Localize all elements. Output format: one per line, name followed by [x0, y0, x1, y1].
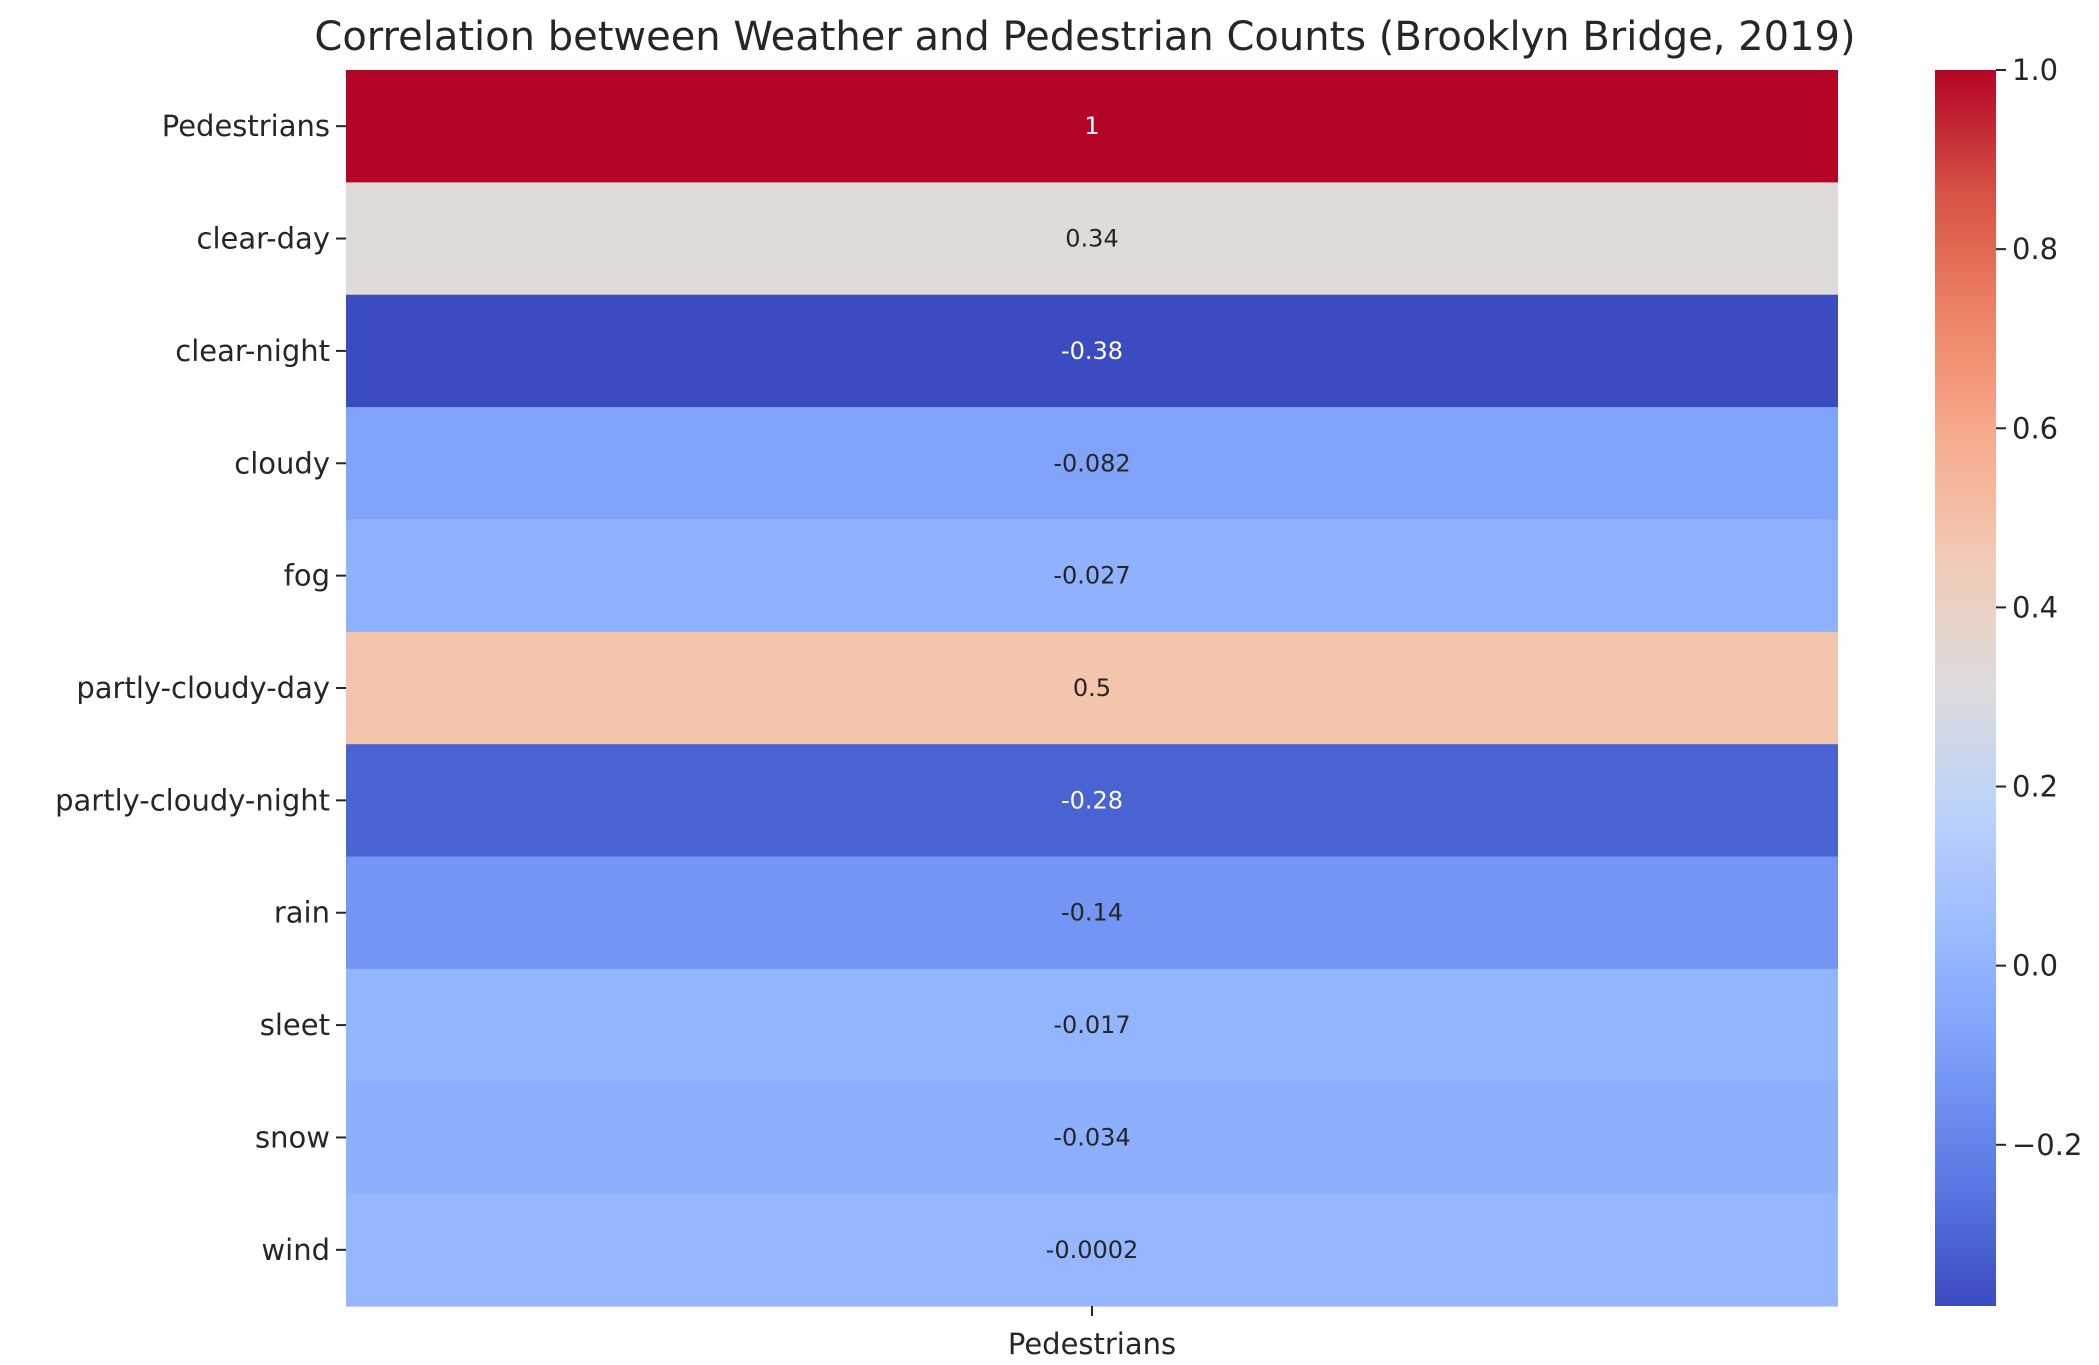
row-label: clear-night — [175, 334, 330, 368]
heatmap-cell — [346, 631, 1838, 745]
heatmap-cell — [346, 407, 1838, 521]
cell-annotation: -0.082 — [1053, 449, 1130, 477]
cell-annotation: -0.017 — [1053, 1011, 1130, 1039]
row-label: sleet — [260, 1008, 330, 1042]
heatmap-cell — [346, 294, 1838, 408]
cell-annotation: 0.34 — [1065, 225, 1118, 253]
cell-annotation: 0.5 — [1073, 674, 1111, 702]
heatmap-cell — [346, 1081, 1838, 1195]
column-label: Pedestrians — [1008, 1327, 1176, 1361]
row-label: cloudy — [234, 446, 330, 480]
heatmap-cell — [346, 968, 1838, 1082]
row-label: rain — [274, 896, 330, 930]
cell-annotation: -0.38 — [1061, 337, 1123, 365]
heatmap-cells: 1 0.34 -0.38 -0.082 -0.027 0.5 -0.28 -0.14 -0.01… — [346, 70, 1838, 1307]
colorbar-tick-label: 1.0 — [2012, 53, 2058, 87]
row-label: Pedestrians — [162, 109, 330, 143]
heatmap-cell — [346, 182, 1838, 296]
colorbar-tick-label: 0.4 — [2012, 590, 2058, 624]
heatmap-cell — [346, 856, 1838, 970]
cell-annotation: -0.027 — [1053, 562, 1130, 590]
colorbar-tick-label: −0.2 — [2012, 1128, 2082, 1162]
colorbar: 1.0 0.8 0.6 0.4 0.2 0.0 −0.2 — [1935, 53, 2082, 1306]
colorbar-tick-label: 0.8 — [2012, 232, 2058, 266]
row-label: wind — [261, 1233, 330, 1267]
row-label: partly-cloudy-day — [76, 671, 330, 705]
row-label: snow — [255, 1120, 330, 1154]
heatmap-cell — [346, 519, 1838, 633]
row-labels: Pedestrians clear-day clear-night cloudy fog… — [55, 109, 346, 1267]
cell-annotation: -0.14 — [1061, 899, 1123, 927]
column-labels: Pedestrians — [1008, 1306, 1176, 1361]
colorbar-tick-label: 0.6 — [2012, 411, 2058, 445]
cell-annotation: -0.034 — [1053, 1123, 1130, 1151]
chart-title: Correlation between Weather and Pedestri… — [314, 14, 1855, 60]
colorbar-tick-label: 0.0 — [2012, 949, 2058, 983]
row-label: partly-cloudy-night — [55, 783, 330, 817]
heatmap-cell — [346, 744, 1838, 858]
colorbar-gradient — [1935, 70, 1996, 1306]
cell-annotation: 1 — [1084, 112, 1099, 140]
cell-annotation: -0.0002 — [1046, 1236, 1139, 1264]
colorbar-tick-label: 0.2 — [2012, 770, 2058, 804]
heatmap-cell — [346, 70, 1838, 183]
row-label: fog — [284, 559, 330, 593]
cell-annotation: -0.28 — [1061, 786, 1123, 814]
heatmap-cell — [346, 1193, 1838, 1307]
row-label: clear-day — [197, 222, 331, 256]
